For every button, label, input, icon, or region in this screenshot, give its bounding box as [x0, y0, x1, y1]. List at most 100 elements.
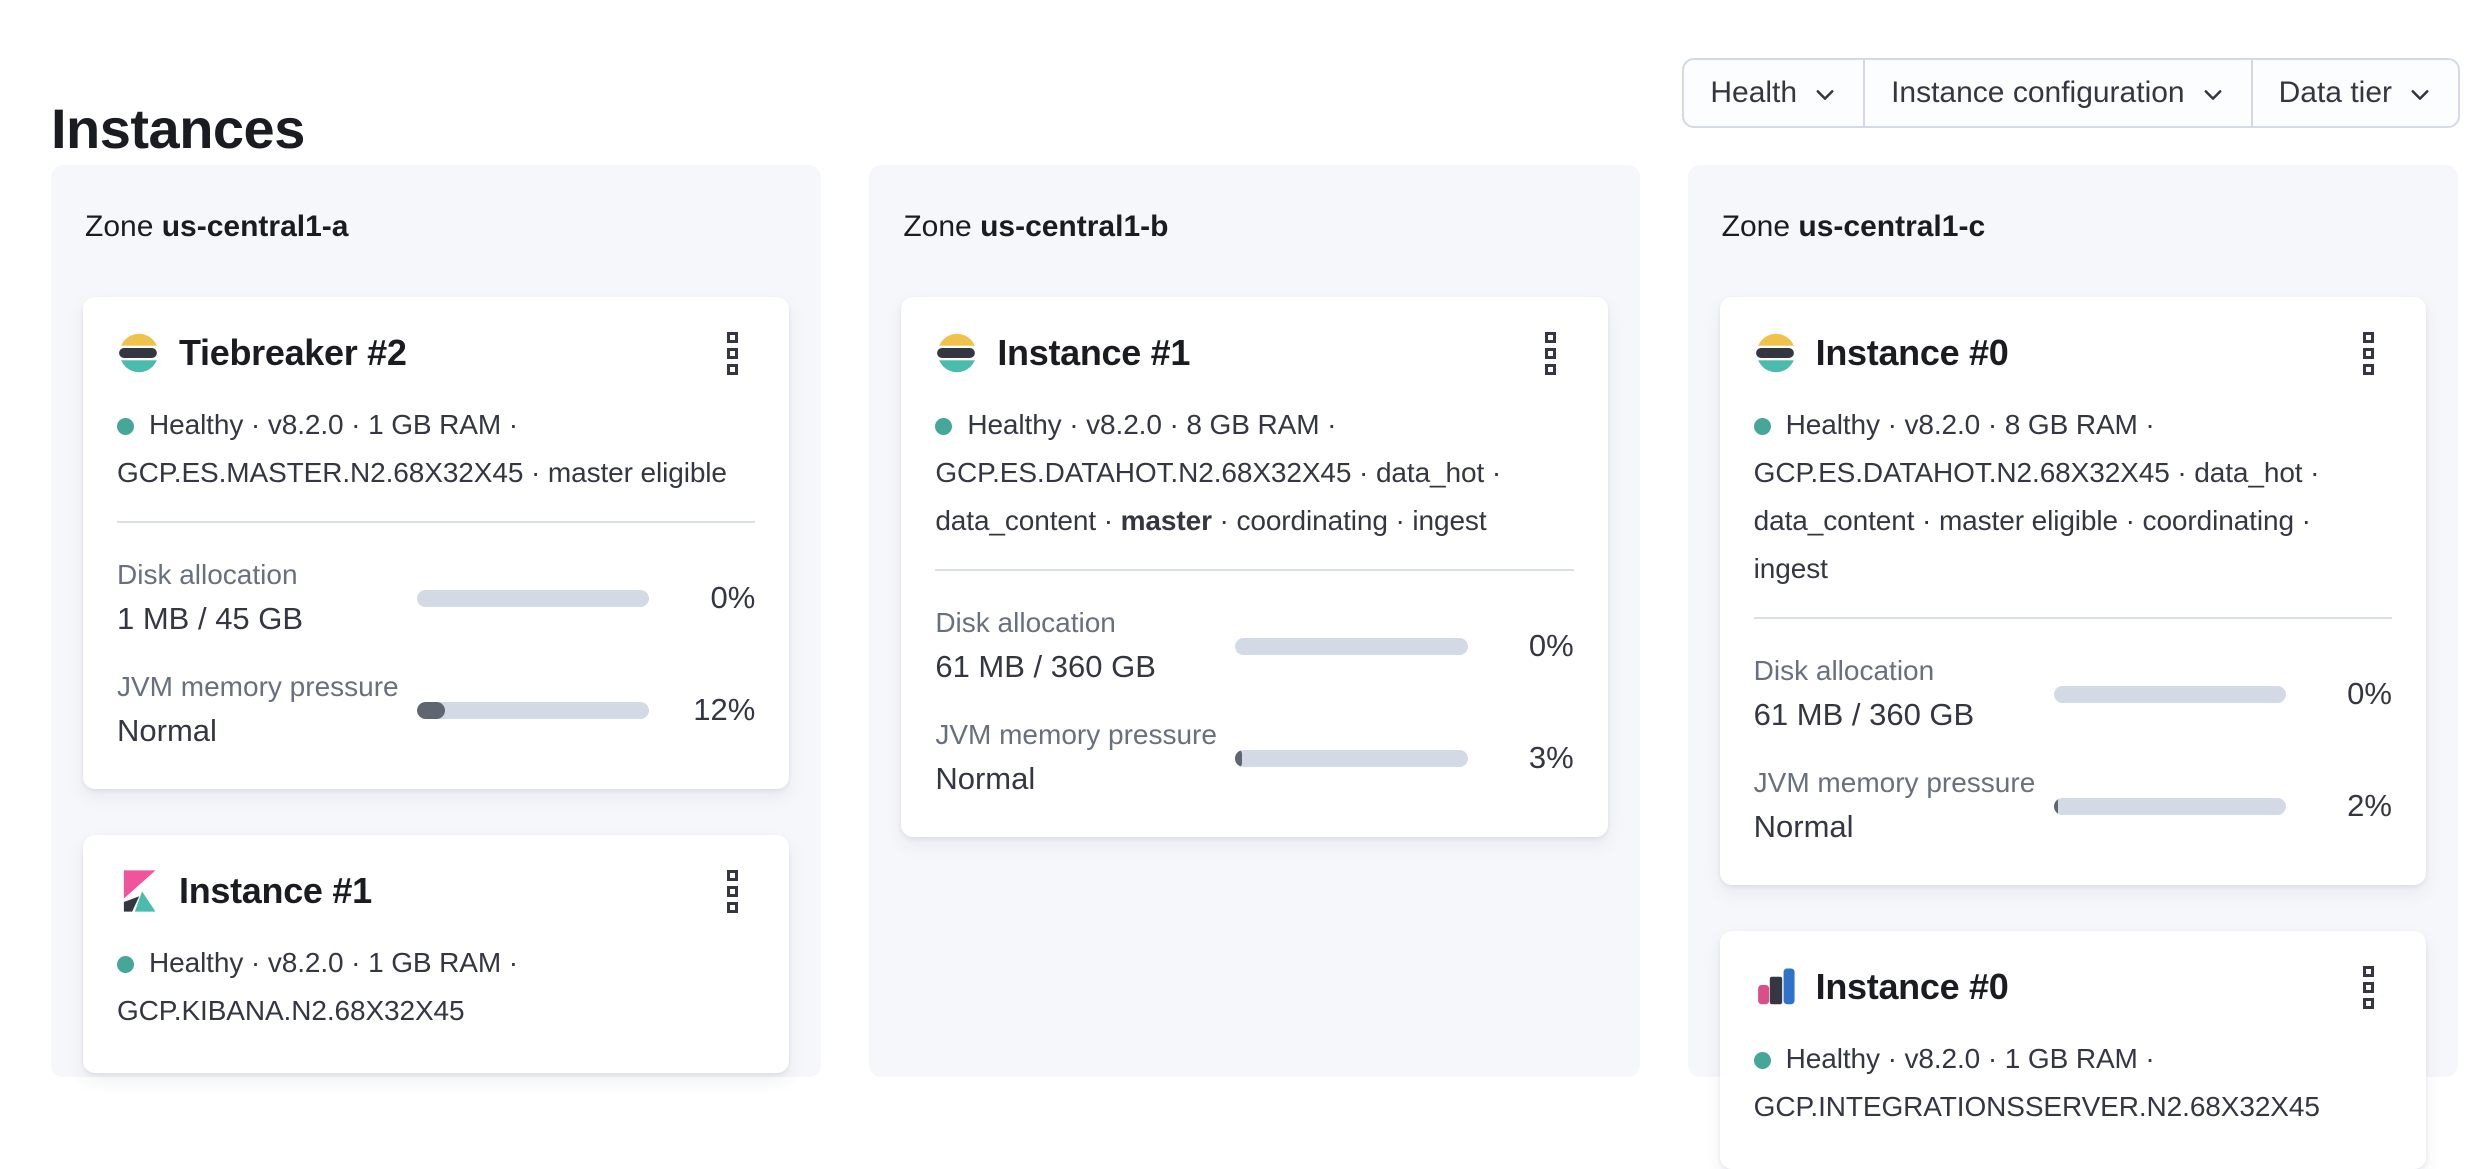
instance-menu-button[interactable] — [1528, 327, 1574, 379]
status-text: Healthy · v8.2.0 · 1 GB RAM · — [149, 947, 518, 978]
instance-menu-button[interactable] — [2346, 327, 2392, 379]
metrics: Disk allocation 61 MB / 360 GB 0% JVM me… — [1754, 653, 2392, 847]
status-text: Healthy · v8.2.0 · 8 GB RAM · — [1785, 409, 2155, 440]
filter-health-label: Health — [1710, 76, 1798, 109]
instance-title: Instance #1 — [997, 332, 1191, 373]
instance-menu-button[interactable] — [2346, 961, 2392, 1013]
progress-bar — [417, 589, 650, 607]
metrics: Disk allocation 1 MB / 45 GB 0% JVM memo… — [117, 557, 755, 751]
status-line-1: Healthy · v8.2.0 · 8 GB RAM · — [935, 401, 1573, 449]
card-divider — [1753, 617, 2392, 619]
metric-label: JVM memory pressure — [935, 719, 1217, 750]
status-text: data_content · — [935, 505, 1121, 536]
instance-title: Tiebreaker #2 — [179, 332, 407, 373]
card-stack: Instance #0 Healthy · v8.2.0 · 8 GB RAM … — [1719, 297, 2426, 1169]
status-text: Healthy · v8.2.0 · 1 GB RAM · — [1785, 1043, 2155, 1074]
metric-text: JVM memory pressure Normal — [1754, 765, 2054, 847]
metric-text: Disk allocation 61 MB / 360 GB — [1754, 653, 2054, 735]
progress-bar — [1235, 749, 1468, 767]
metric-label: JVM memory pressure — [1753, 767, 2036, 798]
kibana-logo-icon — [123, 870, 156, 912]
progress-fill — [417, 701, 445, 719]
health-status-dot — [1753, 1052, 1771, 1069]
metric-label: Disk allocation — [1753, 655, 1935, 686]
card-stack: Instance #1 Healthy · v8.2.0 · 8 GB RAM … — [901, 297, 1608, 837]
instance-status: Healthy · v8.2.0 · 8 GB RAM · GCP.ES.DAT… — [1753, 401, 2392, 593]
status-text: GCP.ES.MASTER.N2.68X32X45 · master eligi… — [117, 457, 727, 488]
metric-value: 61 MB / 360 GB — [935, 649, 1156, 684]
integrations-server-logo-icon — [1757, 968, 1795, 1005]
status-line-1: Healthy · v8.2.0 · 1 GB RAM · — [117, 939, 755, 987]
progress-bar — [2053, 797, 2286, 815]
metric-text: JVM memory pressure Normal — [117, 669, 417, 751]
elasticsearch-logo-icon — [1755, 333, 1795, 373]
progress-bar — [417, 701, 650, 719]
instance-status: Healthy · v8.2.0 · 8 GB RAM · GCP.ES.DAT… — [935, 401, 1573, 545]
card-header: Instance #0 — [1754, 327, 2392, 379]
zone-name: us-central1-b — [980, 210, 1169, 243]
chevron-down-icon — [2204, 89, 2222, 100]
health-status-dot — [117, 418, 134, 435]
card-header: Instance #0 — [1754, 961, 2392, 1013]
metric-percent: 0% — [2347, 676, 2392, 711]
status-line-2: GCP.ES.MASTER.N2.68X32X45 · master eligi… — [117, 449, 755, 497]
health-status-dot — [117, 956, 134, 973]
status-line-1: Healthy · v8.2.0 · 1 GB RAM · — [117, 401, 755, 449]
status-line-1: Healthy · v8.2.0 · 1 GB RAM · — [1753, 1035, 2392, 1083]
instance-status: Healthy · v8.2.0 · 1 GB RAM · GCP.KIBANA… — [117, 939, 755, 1035]
card-divider — [117, 521, 756, 523]
zones-container: Zone us-central1-a Tiebreaker #2 — [51, 165, 2458, 1169]
instance-status: Healthy · v8.2.0 · 1 GB RAM · GCP.ES.MAS… — [117, 401, 755, 497]
filter-instance-configuration-label: Instance configuration — [1891, 76, 2185, 109]
instance-card-integrations-server-0: Instance #0 Healthy · v8.2.0 · 1 GB RAM … — [1719, 931, 2426, 1169]
progress-fill — [1235, 749, 1243, 767]
filter-button-group: Health Instance configuration Data tier — [1682, 58, 2460, 128]
metric-label: Disk allocation — [935, 607, 1116, 638]
instance-card-tiebreaker-2: Tiebreaker #2 Healthy · v8.2.0 · 1 GB RA… — [83, 297, 790, 789]
filter-button-health[interactable]: Health — [1684, 60, 1863, 126]
status-text: GCP.INTEGRATIONSSERVER.N2.68X32X45 — [1753, 1091, 2320, 1122]
metric-value: 61 MB / 360 GB — [1753, 697, 1975, 732]
instance-title: Instance #0 — [1815, 332, 2009, 373]
health-status-dot — [935, 418, 953, 435]
progress-bar — [1235, 637, 1468, 655]
card-header: Instance #1 — [117, 865, 755, 917]
status-text: GCP.ES.DATAHOT.N2.68X32X45 · data_hot · — [935, 457, 1502, 488]
metric-disk-allocation: Disk allocation 1 MB / 45 GB 0% — [117, 557, 755, 639]
metric-jvm-memory-pressure: JVM memory pressure Normal 2% — [1754, 765, 2392, 847]
zone-panel-us-central1-b: Zone us-central1-b Instance #1 — [869, 165, 1640, 1077]
filter-button-data-tier[interactable]: Data tier — [2250, 60, 2458, 126]
status-text: Healthy · v8.2.0 · 8 GB RAM · — [967, 409, 1337, 440]
status-text: GCP.KIBANA.N2.68X32X45 — [117, 995, 465, 1026]
chevron-down-icon — [2411, 89, 2429, 100]
metric-label: JVM memory pressure — [117, 671, 399, 702]
filter-button-instance-configuration[interactable]: Instance configuration — [1863, 60, 2251, 126]
instance-menu-button[interactable] — [709, 865, 755, 917]
metric-text: Disk allocation 1 MB / 45 GB — [117, 557, 417, 639]
card-header: Tiebreaker #2 — [117, 327, 755, 379]
metric-value: Normal — [935, 761, 1036, 796]
elasticsearch-logo-icon — [119, 333, 159, 373]
card-stack: Tiebreaker #2 Healthy · v8.2.0 · 1 GB RA… — [83, 297, 790, 1073]
page-title: Instances — [51, 97, 305, 160]
metric-jvm-memory-pressure: JVM memory pressure Normal 3% — [935, 717, 1573, 799]
status-role-master: master — [1120, 505, 1212, 536]
elasticsearch-logo-icon — [937, 333, 977, 373]
instance-menu-button[interactable] — [709, 327, 755, 379]
zone-label: Zone us-central1-c — [1722, 207, 2426, 247]
status-line-2: GCP.ES.DATAHOT.N2.68X32X45 · data_hot · — [935, 449, 1573, 497]
metric-percent: 0% — [1528, 628, 1574, 663]
zone-label: Zone us-central1-a — [85, 207, 789, 247]
status-line-1: Healthy · v8.2.0 · 8 GB RAM · — [1753, 401, 2392, 449]
status-line-3: data_content · master eligible · coordin… — [1754, 497, 2392, 593]
zone-name: us-central1-a — [161, 210, 349, 243]
card-header: Instance #1 — [935, 327, 1573, 379]
chevron-down-icon — [1816, 89, 1834, 100]
metric-percent: 0% — [710, 580, 756, 615]
metric-percent: 2% — [2347, 788, 2392, 823]
status-line-2: GCP.INTEGRATIONSSERVER.N2.68X32X45 — [1754, 1083, 2392, 1131]
zone-label: Zone us-central1-b — [903, 207, 1607, 247]
instance-status: Healthy · v8.2.0 · 1 GB RAM · GCP.INTEGR… — [1753, 1035, 2392, 1131]
metric-value: Normal — [1753, 809, 1854, 844]
health-status-dot — [1753, 418, 1771, 435]
